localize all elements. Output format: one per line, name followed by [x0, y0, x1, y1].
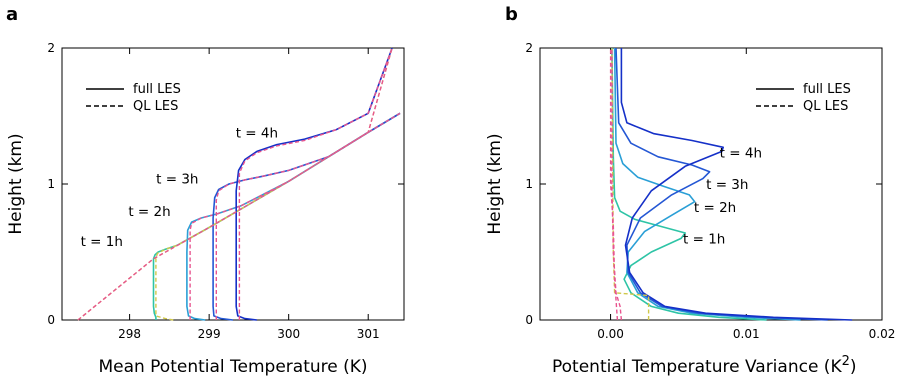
- panel-b-label: b: [505, 4, 518, 25]
- series-line-7: [235, 47, 393, 321]
- series-line-1: [611, 47, 767, 321]
- series-line-5: [212, 112, 401, 321]
- series-line-3: [186, 112, 401, 321]
- time-annotation: t = 3h: [156, 172, 198, 188]
- series-line-5: [611, 47, 650, 320]
- time-annotation: t = 3h: [706, 177, 748, 193]
- series-line-4: [620, 48, 853, 321]
- panel-a-xlabel: Mean Potential Temperature (K): [98, 357, 367, 377]
- time-annotation: t = 4h: [236, 125, 278, 141]
- series-line-7: [609, 48, 619, 321]
- y-tick-label: 0: [525, 313, 533, 327]
- y-tick-label: 2: [47, 41, 55, 55]
- series-line-4: [189, 112, 401, 320]
- panel-b-xlabel-main: Potential Temperature Variance (K: [552, 357, 842, 377]
- panel-b: b 0.00 0.01 0.02 0 1 2 Potential Temperature …: [485, 4, 895, 377]
- panel-a-label: a: [6, 4, 18, 25]
- x-tick-label: 0.00: [597, 327, 624, 341]
- panel-a-ticks: 298 299 300 301 0 1 2: [47, 41, 404, 341]
- y-tick-label: 2: [525, 41, 533, 55]
- legend-ql-les: QL LES: [803, 99, 848, 114]
- y-tick-label: 1: [525, 177, 533, 191]
- panel-b-annotations: t = 1h t = 2h t = 3h t = 4h: [683, 146, 762, 248]
- panel-a-ylabel: Height (km): [6, 133, 26, 234]
- panel-b-xlabel-sup: 2: [842, 354, 850, 369]
- x-tick-label: 0.01: [733, 327, 760, 341]
- time-annotation: t = 1h: [81, 234, 123, 250]
- panel-b-legend: full LES QL LES: [756, 82, 851, 114]
- y-tick-label: 1: [47, 177, 55, 191]
- panel-a: a 298 299 300 301 0 1 2 Mean Potential Tempera…: [6, 4, 405, 377]
- time-annotation: t = 2h: [128, 204, 170, 220]
- panel-a-legend: full LES QL LES: [86, 82, 181, 114]
- x-tick-label: 0.02: [869, 327, 896, 341]
- panel-b-series: [609, 47, 853, 321]
- x-tick-label: 299: [198, 327, 221, 341]
- panel-b-ylabel: Height (km): [485, 133, 505, 234]
- legend-full-les: full LES: [803, 82, 851, 97]
- panel-a-annotations: t = 1h t = 2h t = 3h t = 4h: [81, 125, 278, 250]
- panel-b-xlabel-close: ): [850, 357, 857, 377]
- series-line-6: [611, 48, 623, 321]
- time-annotation: t = 2h: [694, 200, 736, 216]
- series-line-6: [215, 112, 401, 320]
- series-line-2: [613, 47, 801, 321]
- panel-b-xlabel: Potential Temperature Variance (K2): [552, 354, 857, 377]
- legend-ql-les: QL LES: [133, 99, 178, 114]
- time-annotation: t = 4h: [720, 146, 762, 162]
- panel-a-series: [77, 47, 401, 321]
- y-tick-label: 0: [47, 313, 55, 327]
- series-line-8: [238, 47, 393, 320]
- x-tick-label: 301: [357, 327, 380, 341]
- series-line-10: [77, 47, 393, 321]
- legend-full-les: full LES: [133, 82, 181, 97]
- x-tick-label: 298: [118, 327, 141, 341]
- series-line-9: [77, 47, 393, 321]
- x-tick-label: 300: [277, 327, 300, 341]
- time-annotation: t = 1h: [683, 231, 725, 247]
